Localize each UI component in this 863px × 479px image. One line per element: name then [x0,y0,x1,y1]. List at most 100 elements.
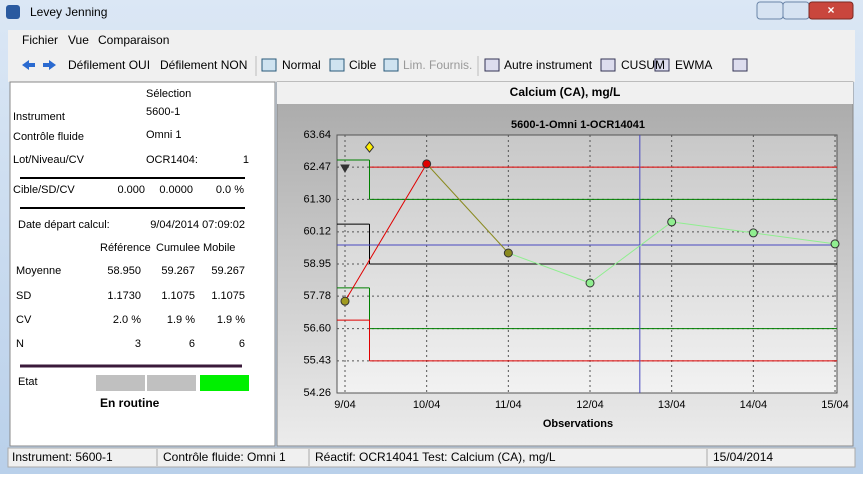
tool-button[interactable]: Défilement NON [160,58,247,72]
close-x: × [827,3,834,17]
tool-button[interactable]: Lim. Fournis. [403,58,472,72]
label: En routine [100,396,160,410]
label: Date départ calcul: [18,219,110,231]
window-title: Levey Jenning [30,5,107,19]
label: 1.1075 [161,290,195,302]
point [748,228,758,238]
chart-header-bg [277,82,853,104]
app-icon [6,5,20,19]
tool-icon [732,58,748,72]
label: 0.0 % [216,184,244,196]
status-bar [7,447,856,468]
tool-button[interactable]: Autre instrument [504,58,593,72]
tool-icon [261,58,277,72]
y-tick-label: 61.30 [303,193,331,205]
tool-icon [600,58,616,72]
label: 0.0000 [159,184,193,196]
label: Moyenne [16,265,61,277]
chart-header: Calcium (CA), mg/L [510,85,621,99]
x-tick-label: 9/04 [334,399,355,411]
y-tick-label: 60.12 [303,226,331,238]
line-segment [753,232,836,245]
state-box [147,375,196,391]
state-box [200,375,249,391]
point [503,248,513,258]
y-tick-label: 63.64 [303,129,331,141]
label: Cible/SD/CV [13,184,75,196]
x-axis-title: Observations [543,418,613,430]
x-tick-label: 14/04 [740,399,768,411]
status-text: 15/04/2014 [713,450,773,464]
label: Référence [100,242,151,254]
label: Instrument [13,111,65,123]
line-segment [671,221,754,234]
minimize[interactable] [756,1,784,20]
label: 59.267 [211,265,245,277]
label: 2.0 % [113,314,141,326]
label: 1.9 % [217,314,245,326]
label: Etat [18,376,38,388]
point [667,217,677,227]
back-arrow[interactable] [22,60,35,70]
label: 3 [135,338,141,350]
line-segment [426,163,509,254]
label: 1 [243,154,249,166]
tool-button[interactable]: EWMA [675,58,712,72]
line-segment [508,252,591,284]
tool-button[interactable]: Cible [349,58,377,72]
label: SD [16,290,31,302]
y-tick-label: 55.43 [303,355,331,367]
chart-title: 5600-1-Omni 1-OCR14041 [511,119,645,131]
label: OCR1404: [146,154,198,166]
tool-icon [654,58,670,72]
x-tick-label: 10/04 [413,399,441,411]
label: 6 [239,338,245,350]
marker [364,141,375,153]
label: Sélection [146,88,191,100]
fwd-arrow[interactable] [43,60,56,70]
close[interactable] [808,1,854,20]
x-tick-label: 11/04 [495,399,522,411]
status-text: Instrument: 5600-1 [12,450,113,464]
x-tick-label: 12/04 [576,399,604,411]
x-tick-label: 15/04 [821,399,849,411]
tool-icon [383,58,399,72]
line-segment [589,221,672,284]
point [422,159,432,169]
bars [8,30,855,82]
tool-button[interactable]: Défilement OUI [68,58,150,72]
label: 6 [189,338,195,350]
label: 1.1075 [211,290,245,302]
y-tick-label: 54.26 [303,387,331,399]
y-tick-label: 62.47 [303,161,331,173]
label: CV [16,314,32,326]
y-tick-label: 56.60 [303,323,331,335]
x-tick-label: 13/04 [658,399,686,411]
point [830,239,840,249]
tool-button[interactable]: CUSUM [621,58,665,72]
label: 9/04/2014 07:09:02 [150,219,245,231]
y-tick-label: 57.78 [303,290,331,302]
label: 59.267 [161,265,195,277]
menu-item[interactable]: Fichier [22,33,58,47]
menu-item[interactable]: Vue [68,33,89,47]
label: 5600-1 [146,106,180,118]
label: Contrôle fluide [13,131,84,143]
maximize[interactable] [782,1,810,20]
point [340,296,350,306]
label: Mobile [203,242,235,254]
point [585,278,595,288]
tool-icon [329,58,345,72]
state-box [96,375,145,391]
line-segment [344,163,428,302]
tool-button[interactable]: Normal [282,58,321,72]
marker [340,164,350,174]
label: 1.1730 [107,290,141,302]
status-text: Réactif: OCR14041 Test: Calcium (CA), mg… [315,450,556,464]
label: 58.950 [107,265,141,277]
y-tick-label: 58.95 [303,258,331,270]
label: 0.000 [117,184,145,196]
menu-item[interactable]: Comparaison [98,33,169,47]
